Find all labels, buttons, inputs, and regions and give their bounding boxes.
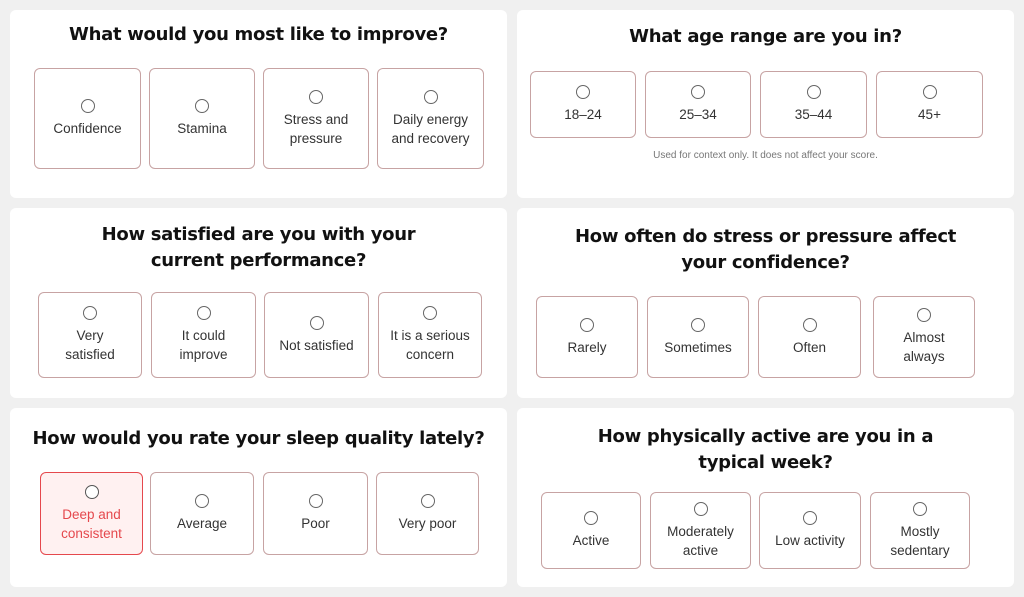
option-label: Not satisfied bbox=[279, 337, 354, 353]
radio-circle-icon[interactable] bbox=[423, 89, 438, 104]
radio-circle-icon[interactable] bbox=[584, 511, 598, 525]
option-it-could-improve[interactable]: It could improve bbox=[151, 292, 256, 378]
radio-circle-icon[interactable] bbox=[803, 511, 817, 525]
option-18-24[interactable]: 18–24 bbox=[530, 71, 636, 138]
question-title: How physically active are you in a typic… bbox=[597, 426, 934, 473]
option-deep-and-consistent[interactable]: Deep and consistent bbox=[40, 472, 143, 555]
option-45-plus[interactable]: 45+ bbox=[876, 71, 983, 138]
option-label: Rarely bbox=[567, 339, 607, 355]
option-label: Confidence bbox=[53, 121, 122, 136]
radio-circle-icon[interactable] bbox=[420, 494, 435, 508]
question-card-sleep: How would you rate your sleep quality la… bbox=[10, 408, 507, 587]
option-sometimes[interactable]: Sometimes bbox=[647, 296, 749, 378]
question-card-improve: What would you most like to improve? Con… bbox=[10, 10, 507, 198]
radio-circle-icon[interactable] bbox=[917, 308, 931, 322]
option-label: Low activity bbox=[775, 533, 845, 548]
option-label: Daily energy and recovery bbox=[391, 111, 470, 146]
radio-circle-icon[interactable] bbox=[691, 85, 705, 99]
question-title: How satisfied are you with your current … bbox=[101, 224, 416, 271]
option-label: Moderately active bbox=[667, 523, 734, 558]
radio-circle-icon[interactable] bbox=[693, 501, 708, 516]
option-label: Average bbox=[176, 516, 228, 531]
radio-circle-icon[interactable] bbox=[802, 317, 817, 332]
option-label: Stamina bbox=[177, 121, 227, 136]
option-label: Stress and pressure bbox=[283, 111, 349, 146]
radio-circle-icon[interactable] bbox=[309, 89, 323, 104]
option-label: 35–44 bbox=[794, 107, 833, 122]
radio-circle-icon[interactable] bbox=[195, 99, 209, 113]
radio-circle-icon[interactable] bbox=[308, 494, 323, 508]
radio-circle-icon[interactable] bbox=[806, 85, 821, 99]
option-stamina[interactable]: Stamina bbox=[149, 68, 255, 169]
question-card-age: What age range are you in? 18–24 25–34 3… bbox=[517, 10, 1014, 198]
question-title: How often do stress or pressure affect y… bbox=[575, 226, 956, 273]
option-25-34[interactable]: 25–34 bbox=[645, 71, 751, 138]
question-card-satisfied: How satisfied are you with your current … bbox=[10, 208, 507, 398]
option-active[interactable]: Active bbox=[541, 492, 641, 569]
radio-circle-icon[interactable] bbox=[84, 484, 99, 499]
option-rarely[interactable]: Rarely bbox=[536, 296, 638, 378]
option-not-satisfied[interactable]: Not satisfied bbox=[264, 292, 369, 378]
option-35-44[interactable]: 35–44 bbox=[760, 71, 867, 138]
option-label: 45+ bbox=[918, 107, 941, 122]
radio-circle-icon[interactable] bbox=[195, 494, 209, 508]
question-title: What age range are you in? bbox=[629, 26, 902, 47]
option-daily-energy[interactable]: Daily energy and recovery bbox=[377, 68, 484, 169]
question-title: How would you rate your sleep quality la… bbox=[32, 428, 485, 449]
option-label: Poor bbox=[301, 516, 330, 531]
radio-circle-icon[interactable] bbox=[83, 306, 97, 320]
option-poor[interactable]: Poor bbox=[263, 472, 368, 555]
radio-circle-icon[interactable] bbox=[423, 306, 437, 320]
option-label: Very satisfied bbox=[65, 328, 115, 362]
option-very-satisfied[interactable]: Very satisfied bbox=[38, 292, 142, 378]
option-low-activity[interactable]: Low activity bbox=[759, 492, 861, 569]
option-average[interactable]: Average bbox=[150, 472, 254, 555]
option-moderately-active[interactable]: Moderately active bbox=[650, 492, 751, 569]
option-label: Almost always bbox=[903, 330, 945, 364]
option-very-poor[interactable]: Very poor bbox=[376, 472, 479, 555]
option-confidence[interactable]: Confidence bbox=[34, 68, 141, 169]
question-card-stress: How often do stress or pressure affect y… bbox=[517, 208, 1014, 398]
option-label: 18–24 bbox=[564, 107, 602, 122]
option-label: It is a serious concern bbox=[390, 328, 470, 362]
radio-circle-icon[interactable] bbox=[691, 317, 705, 332]
option-label: Deep and consistent bbox=[61, 506, 122, 541]
option-serious-concern[interactable]: It is a serious concern bbox=[378, 292, 482, 378]
option-stress-and-pressure[interactable]: Stress and pressure bbox=[263, 68, 369, 169]
option-often[interactable]: Often bbox=[758, 296, 861, 378]
radio-circle-icon[interactable] bbox=[309, 315, 324, 330]
option-label: Active bbox=[572, 533, 610, 548]
option-mostly-sedentary[interactable]: Mostly sedentary bbox=[870, 492, 970, 569]
radio-circle-icon[interactable] bbox=[576, 85, 590, 99]
radio-circle-icon[interactable] bbox=[922, 85, 937, 99]
radio-circle-icon[interactable] bbox=[913, 501, 927, 516]
question-card-active: How physically active are you in a typic… bbox=[517, 408, 1014, 587]
age-context-note: Used for context only. It does not affec… bbox=[653, 150, 878, 161]
radio-circle-icon[interactable] bbox=[196, 306, 211, 320]
option-label: Sometimes bbox=[664, 339, 732, 355]
radio-circle-icon[interactable] bbox=[580, 317, 594, 332]
option-label: Mostly sedentary bbox=[890, 523, 950, 558]
radio-circle-icon[interactable] bbox=[80, 99, 95, 113]
question-title: What would you most like to improve? bbox=[69, 24, 448, 45]
option-label: Often bbox=[792, 339, 827, 355]
option-label: 25–34 bbox=[679, 107, 717, 122]
option-almost-always[interactable]: Almost always bbox=[873, 296, 975, 378]
option-label: It could improve bbox=[179, 328, 228, 362]
option-label: Very poor bbox=[398, 516, 457, 531]
